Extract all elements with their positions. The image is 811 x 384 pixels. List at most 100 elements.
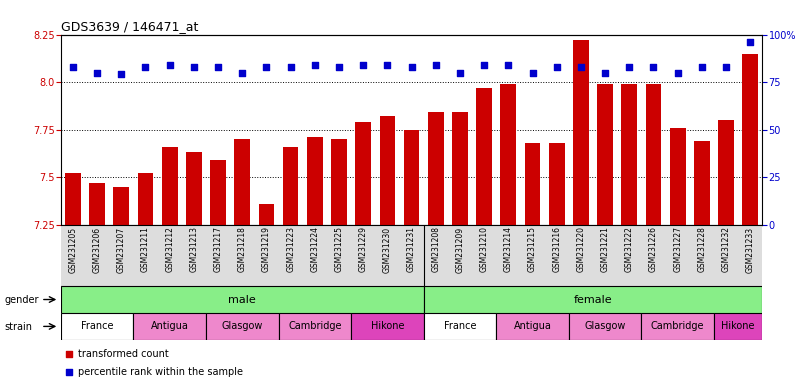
Bar [351,313,423,340]
Point [91,70,104,76]
Bar [61,313,133,340]
Text: Glasgow: Glasgow [221,321,263,331]
Point [308,62,321,68]
Text: strain: strain [4,322,32,332]
Point [744,39,757,45]
Text: gender: gender [4,295,39,305]
Text: GSM231210: GSM231210 [479,227,489,273]
Bar [714,313,762,340]
FancyBboxPatch shape [61,225,762,286]
Text: GSM231205: GSM231205 [68,227,77,273]
Bar [307,137,323,225]
Point [381,62,394,68]
Text: GSM231230: GSM231230 [383,227,392,273]
Bar [549,143,564,225]
Point [260,64,273,70]
Bar [138,173,153,225]
Text: France: France [444,321,476,331]
Point [115,71,128,78]
Bar [423,286,762,313]
Bar [89,183,105,225]
Text: Cambridge: Cambridge [288,321,341,331]
Point [672,70,684,76]
Bar [331,139,347,225]
Text: GSM231213: GSM231213 [190,227,199,273]
Text: GSM231223: GSM231223 [286,227,295,273]
Text: GSM231220: GSM231220 [577,227,586,273]
Bar [380,116,395,225]
Text: GSM231231: GSM231231 [407,227,416,273]
Point [502,62,515,68]
Text: GSM231219: GSM231219 [262,227,271,273]
Bar [423,313,496,340]
Text: GSM231227: GSM231227 [673,227,682,273]
Point [187,64,200,70]
Text: GSM231228: GSM231228 [697,227,706,272]
Text: GSM231214: GSM231214 [504,227,513,273]
Point [599,70,611,76]
Bar [283,147,298,225]
Point [647,64,660,70]
Point [333,64,345,70]
Point [429,62,442,68]
Bar [61,286,423,313]
Text: GSM231221: GSM231221 [601,227,610,272]
Text: percentile rank within the sample: percentile rank within the sample [79,367,243,377]
Text: GSM231206: GSM231206 [92,227,101,273]
Text: transformed count: transformed count [79,349,169,359]
Bar [114,187,129,225]
Point [453,70,466,76]
Bar [525,143,540,225]
Bar [404,130,419,225]
Point [623,64,636,70]
Text: GSM231217: GSM231217 [213,227,222,273]
Point [284,64,297,70]
Point [482,286,495,292]
Point [163,62,176,68]
Text: GSM231224: GSM231224 [311,227,320,273]
Text: Antigua: Antigua [151,321,189,331]
Text: GSM231212: GSM231212 [165,227,174,272]
Text: GSM231229: GSM231229 [358,227,367,273]
Bar [278,313,351,340]
Bar [694,141,710,225]
Bar [642,313,714,340]
Bar [500,84,517,225]
Bar [573,40,589,225]
Text: male: male [229,295,256,305]
Point [574,64,587,70]
Point [695,64,708,70]
Point [550,64,563,70]
Text: GSM231215: GSM231215 [528,227,537,273]
Bar [597,84,613,225]
Point [357,62,370,68]
Bar [496,313,569,340]
Text: GSM231211: GSM231211 [141,227,150,272]
Text: female: female [573,295,612,305]
Bar [133,313,206,340]
Text: GSM231208: GSM231208 [431,227,440,273]
Point [482,120,495,126]
Bar [210,160,226,225]
Point [405,64,418,70]
Text: GSM231218: GSM231218 [238,227,247,272]
Text: GDS3639 / 146471_at: GDS3639 / 146471_at [61,20,198,33]
Point [212,64,225,70]
Point [139,64,152,70]
Text: France: France [81,321,114,331]
Bar [621,84,637,225]
Point [236,70,249,76]
Text: GSM231207: GSM231207 [117,227,126,273]
Point [478,62,491,68]
Bar [719,120,734,225]
Text: GSM231222: GSM231222 [624,227,633,272]
Bar [569,313,642,340]
Point [67,64,79,70]
Text: Glasgow: Glasgow [585,321,626,331]
Text: GSM231233: GSM231233 [746,227,755,273]
Bar [670,128,685,225]
Bar [646,84,661,225]
Bar [428,113,444,225]
Bar [259,204,274,225]
Text: Hikone: Hikone [722,321,755,331]
